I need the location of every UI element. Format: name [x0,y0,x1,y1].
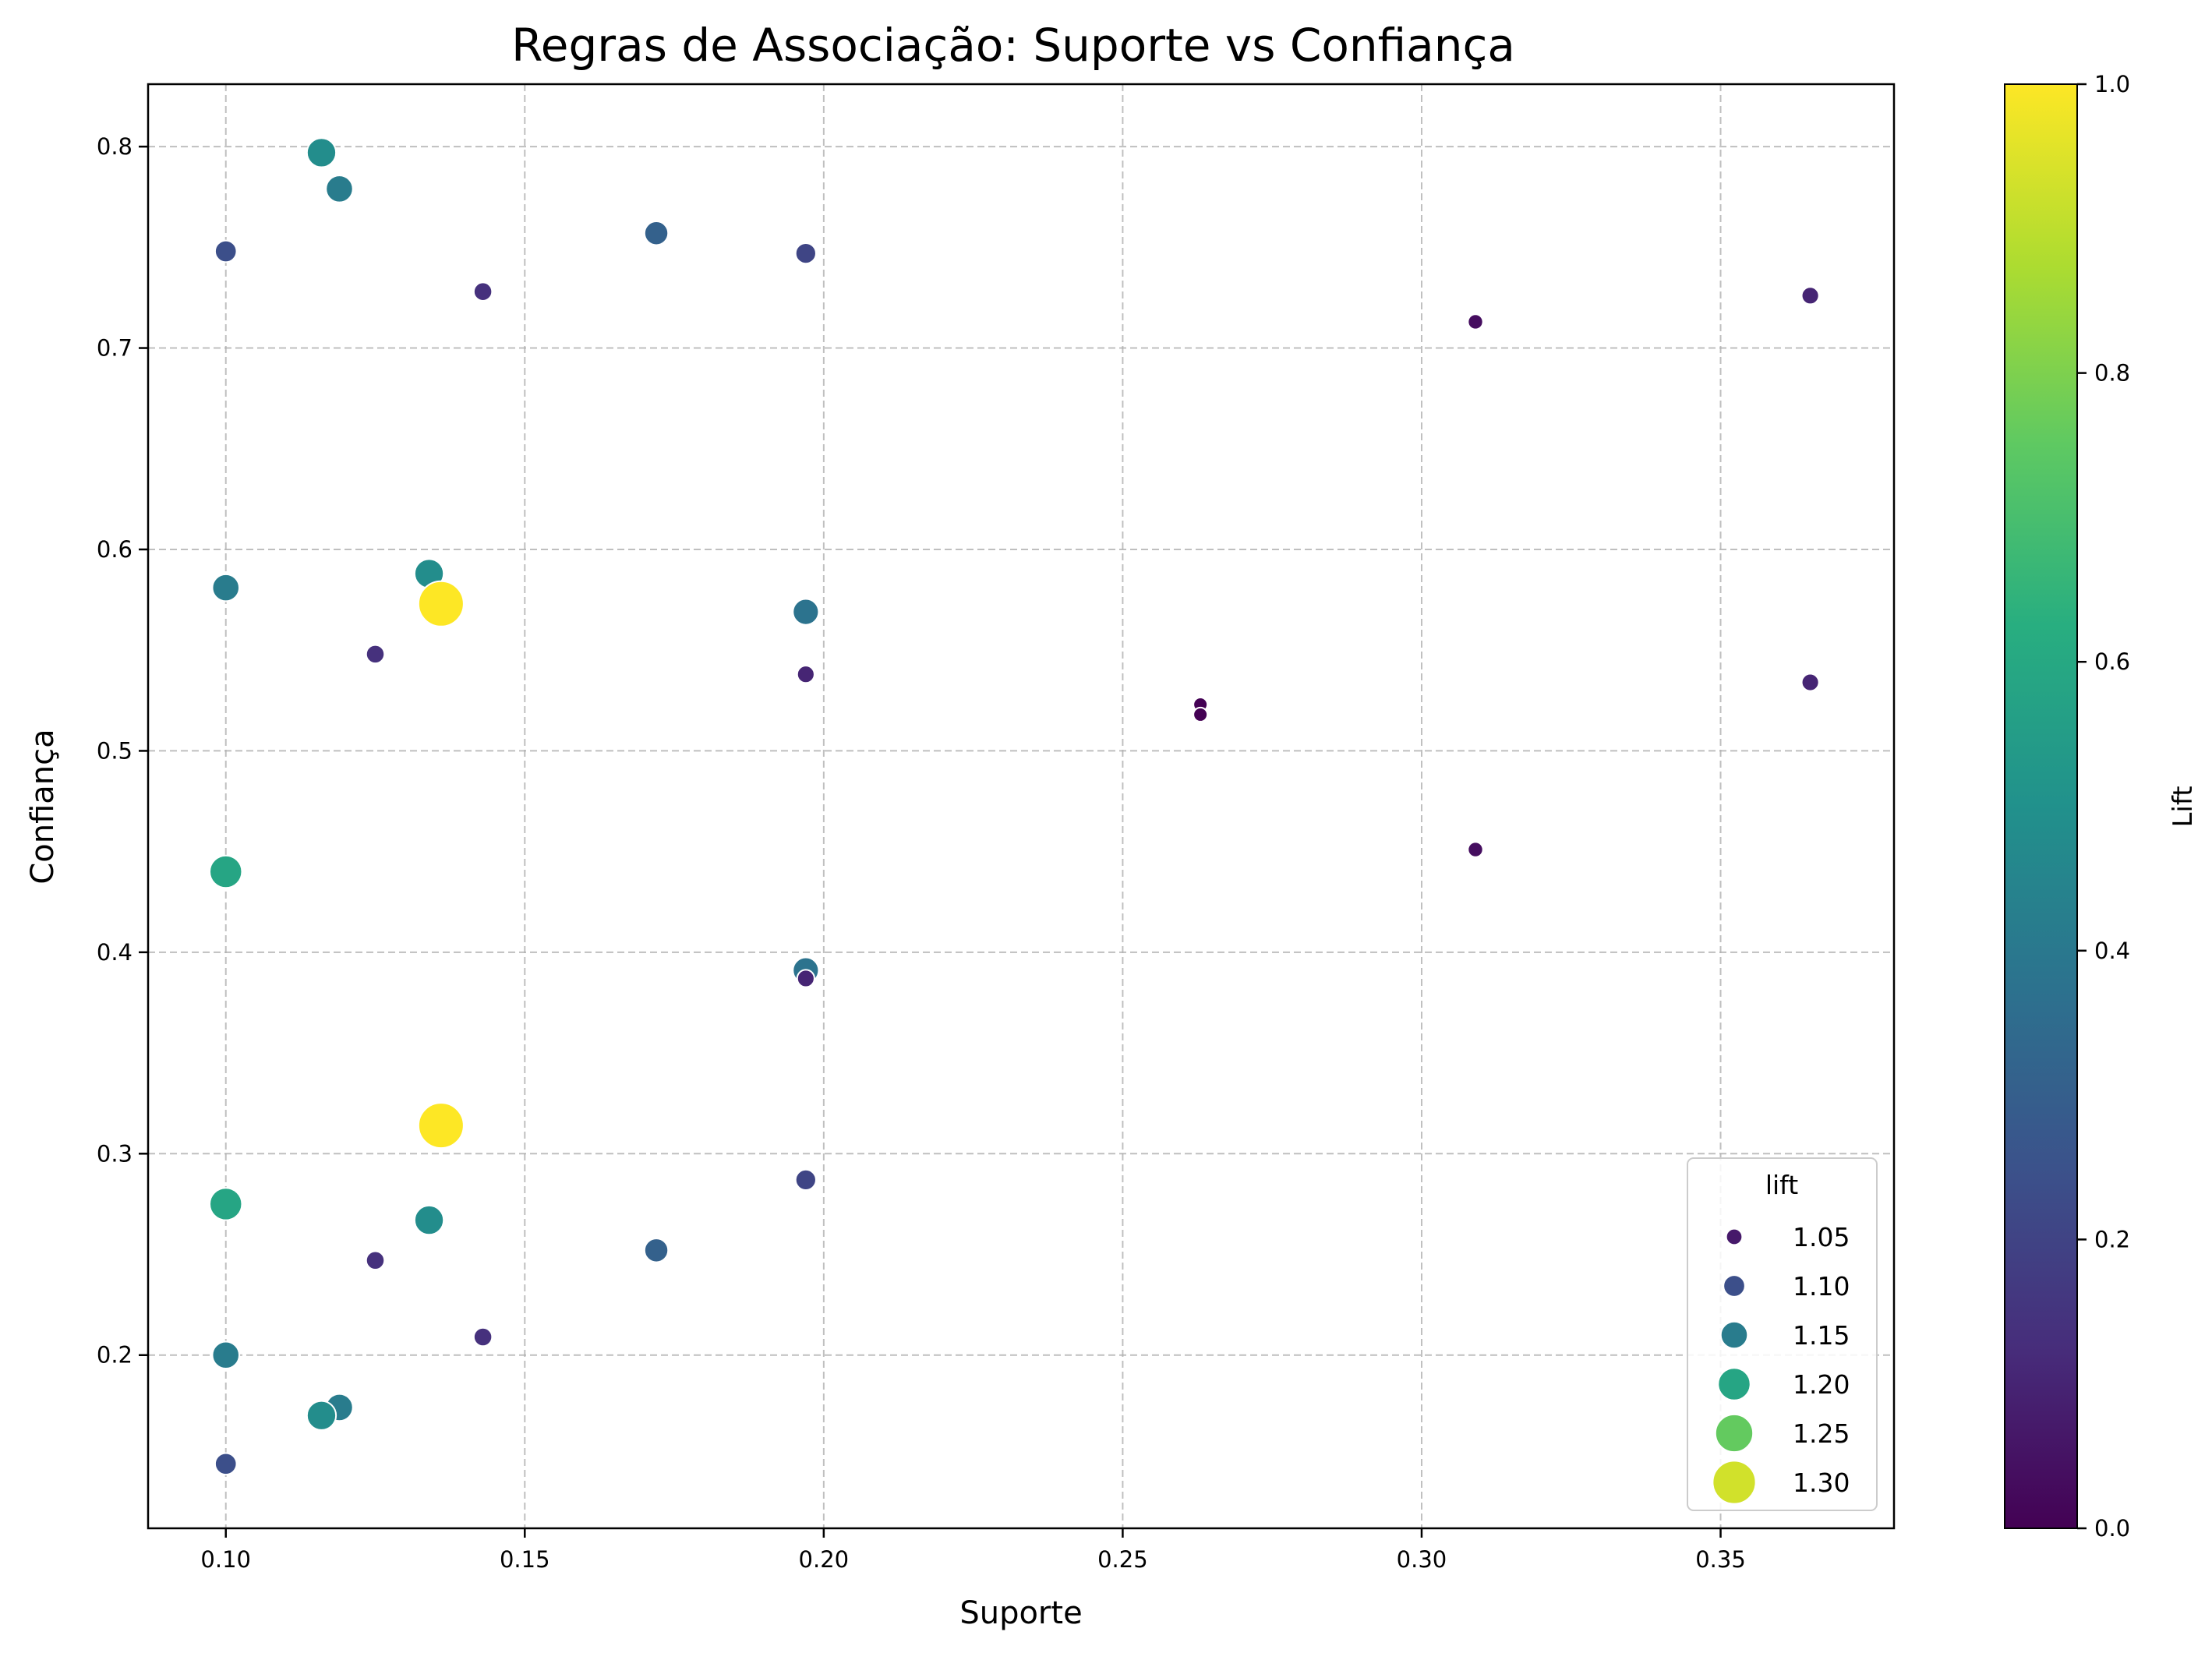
data-point [796,665,815,684]
colorbar-tick-label: 0.0 [2094,1515,2130,1542]
data-point [211,573,241,602]
data-point [794,1168,817,1192]
y-tick-label: 0.2 [97,1342,133,1369]
data-point [365,1250,386,1271]
data-point [796,969,815,988]
y-tick-label: 0.3 [97,1140,133,1167]
grid [148,84,1894,1528]
x-tick-label: 0.30 [1397,1546,1447,1573]
x-tick-label: 0.25 [1097,1546,1148,1573]
legend-entry-label: 1.20 [1793,1369,1850,1400]
data-point [417,1102,465,1150]
y-tick-label: 0.6 [97,536,133,563]
legend-entry-label: 1.05 [1793,1222,1850,1252]
data-point [1193,706,1209,722]
colorbar-tick-label: 0.2 [2094,1226,2130,1252]
data-point [643,1238,670,1263]
legend-marker [1723,1274,1746,1298]
y-tick-label: 0.5 [97,737,133,764]
x-tick-label: 0.35 [1695,1546,1746,1573]
colorbar-tick-label: 0.4 [2094,938,2130,964]
y-tick-label: 0.4 [97,939,133,966]
legend-marker [1712,1460,1757,1505]
legend-entry-label: 1.30 [1793,1468,1850,1498]
data-point [325,175,354,203]
x-tick-label: 0.10 [200,1546,251,1573]
y-axis-label: Confiança [25,729,61,884]
x-tick-label: 0.15 [500,1546,550,1573]
legend-entry-label: 1.10 [1793,1271,1850,1302]
data-point [792,598,820,626]
chart-title: Regras de Associação: Suporte vs Confian… [511,19,1515,72]
x-axis-ticks: 0.10 0.15 0.20 0.25 0.30 0.35 [200,1528,1746,1573]
legend-marker [1717,1367,1751,1401]
data-point [214,239,238,263]
data-point [472,1326,493,1347]
data-point [306,137,337,168]
colorbar-tick-label: 1.0 [2094,71,2130,97]
data-point [643,221,670,246]
data-point [472,281,493,302]
legend-marker [1714,1413,1754,1453]
colorbar-tick-label: 0.6 [2094,648,2130,675]
colorbar: Lift 0.0 0.2 0.4 0.6 0.8 1.0 [2004,71,2199,1542]
data-points [209,137,1820,1476]
data-point [417,580,465,627]
colorbar-gradient [2004,83,2078,1529]
data-point [209,854,243,889]
data-point [1800,286,1820,306]
data-point [211,1340,241,1370]
x-tick-label: 0.20 [799,1546,850,1573]
legend-title: lift [1765,1170,1798,1200]
data-point [214,1452,238,1476]
legend-entry-label: 1.25 [1793,1418,1850,1449]
legend: lift 1.05 1.10 1.15 1.20 1.25 1.30 [1687,1157,1878,1511]
colorbar-tick-label: 0.8 [2094,360,2130,387]
data-point [794,242,817,265]
data-point [306,1400,337,1431]
data-point [209,1187,243,1221]
y-tick-label: 0.8 [97,133,133,160]
legend-marker [1719,1320,1749,1350]
data-point [1800,673,1820,692]
plot-frame [147,83,1896,1530]
data-point [1467,841,1484,858]
y-tick-label: 0.7 [97,335,133,362]
colorbar-label: Lift [2168,786,2199,827]
legend-marker [1725,1227,1744,1246]
y-axis-ticks: 0.2 0.3 0.4 0.5 0.6 0.7 0.8 [97,133,148,1369]
data-point [365,644,386,665]
data-point [413,1204,445,1236]
x-axis-label: Suporte [959,1595,1082,1631]
data-point [1467,313,1484,330]
legend-entry-label: 1.15 [1793,1320,1850,1351]
